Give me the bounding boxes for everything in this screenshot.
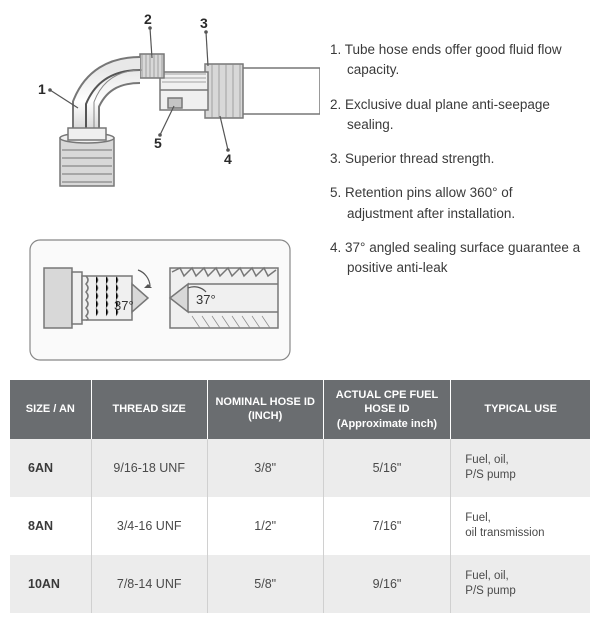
feature-item: 5. Retention pins allow 360° of adjustme… bbox=[330, 183, 582, 224]
diagram-area: 1 2 3 4 5 bbox=[10, 10, 320, 380]
spec-table: SIZE / AN THREAD SIZE NOMINAL HOSE ID (I… bbox=[10, 380, 590, 613]
callout-2: 2 bbox=[144, 11, 152, 27]
angle-label-left: 37° bbox=[114, 298, 134, 313]
table-row: 8AN 3/4-16 UNF 1/2" 7/16" Fuel,oil trans… bbox=[10, 497, 590, 555]
feature-item: 4. 37° angled sealing surface guarantee … bbox=[330, 238, 582, 279]
callout-3: 3 bbox=[200, 15, 208, 31]
callout-1: 1 bbox=[38, 81, 46, 97]
th-use: TYPICAL USE bbox=[451, 380, 590, 439]
features-list: 1. Tube hose ends offer good fluid flow … bbox=[320, 10, 582, 380]
th-actual: ACTUAL CPE FUEL HOSE ID (Approximate inc… bbox=[323, 380, 451, 439]
callout-5: 5 bbox=[154, 135, 162, 151]
table-row: 10AN 7/8-14 UNF 5/8" 9/16" Fuel, oil,P/S… bbox=[10, 555, 590, 613]
feature-item: 1. Tube hose ends offer good fluid flow … bbox=[330, 40, 582, 81]
feature-item: 2. Exclusive dual plane anti-seepage sea… bbox=[330, 95, 582, 136]
feature-item: 3. Superior thread strength. bbox=[330, 149, 582, 169]
angle-label-right: 37° bbox=[196, 292, 216, 307]
callout-4: 4 bbox=[224, 151, 232, 167]
table-row: 6AN 9/16-18 UNF 3/8" 5/16" Fuel, oil,P/S… bbox=[10, 439, 590, 497]
